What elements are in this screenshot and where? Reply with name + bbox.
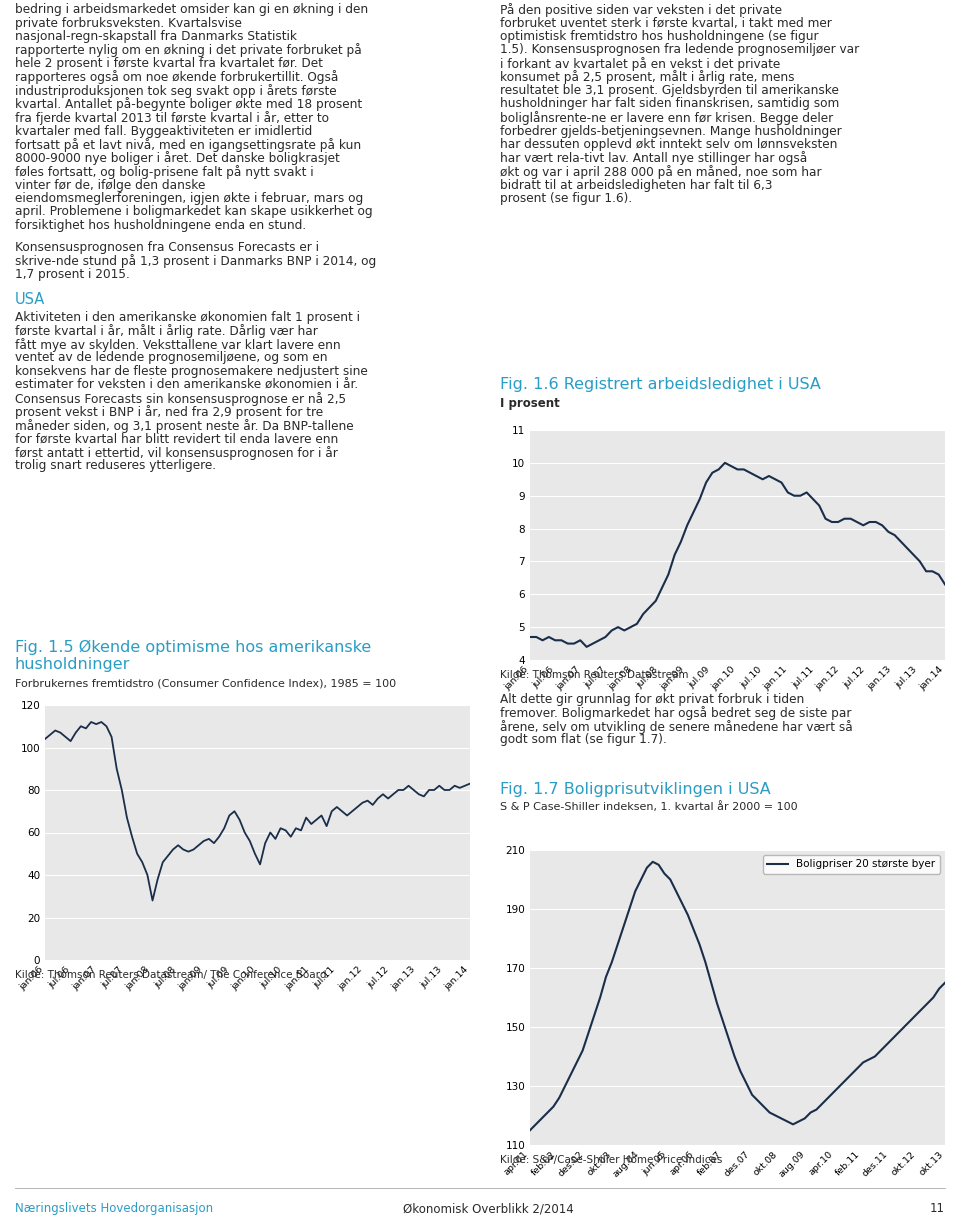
Text: trolig snart reduseres ytterligere.: trolig snart reduseres ytterligere. [15,460,216,472]
Text: industriproduksjonen tok seg svakt opp i årets første: industriproduksjonen tok seg svakt opp i… [15,84,337,98]
Text: bedring i arbeidsmarkedet omsider kan gi en økning i den: bedring i arbeidsmarkedet omsider kan gi… [15,2,368,16]
Text: prosent (se figur 1.6).: prosent (se figur 1.6). [500,192,632,205]
Text: USA: USA [15,292,45,307]
Text: ventet av de ledende prognosemiljøene, og som en: ventet av de ledende prognosemiljøene, o… [15,351,327,364]
Text: skrive-nde stund på 1,3 prosent i Danmarks BNP i 2014, og: skrive-nde stund på 1,3 prosent i Danmar… [15,254,376,268]
Text: nasjonal-regn-skapstall fra Danmarks Statistik: nasjonal-regn-skapstall fra Danmarks Sta… [15,31,297,43]
Text: Fig. 1.7 Boligprisutviklingen i USA: Fig. 1.7 Boligprisutviklingen i USA [500,781,771,797]
Text: først antatt i ettertid, vil konsensusprognosen for i år: først antatt i ettertid, vil konsensuspr… [15,446,338,460]
Text: Konsensusprognosen fra Consensus Forecasts er i: Konsensusprognosen fra Consensus Forecas… [15,241,319,253]
Text: kvartal. Antallet på-begynte boliger økte med 18 prosent: kvartal. Antallet på-begynte boliger økt… [15,98,362,111]
Text: har vært rela-tivt lav. Antall nye stillinger har også: har vært rela-tivt lav. Antall nye still… [500,152,807,165]
Text: fra fjerde kvartal 2013 til første kvartal i år, etter to: fra fjerde kvartal 2013 til første kvart… [15,111,329,125]
Text: april. Problemene i boligmarkedet kan skape usikkerhet og: april. Problemene i boligmarkedet kan sk… [15,205,372,219]
Boligpriser 20 største byer [764,1106,776,1120]
Text: har dessuten opplevd økt inntekt selv om lønnsveksten: har dessuten opplevd økt inntekt selv om… [500,138,837,150]
Boligpriser 20 største byer [583,1026,594,1041]
Text: 8000-9000 nye boliger i året. Det danske boligkrasjet: 8000-9000 nye boliger i året. Det danske… [15,152,340,165]
Text: 1,7 prosent i 2015.: 1,7 prosent i 2015. [15,268,130,280]
Text: forsiktighet hos husholdningene enda en stund.: forsiktighet hos husholdningene enda en … [15,219,306,232]
Text: Fig. 1.5 Økende optimisme hos amerikanske: Fig. 1.5 Økende optimisme hos amerikansk… [15,640,372,656]
Text: 1.5). Konsensusprognosen fra ledende prognosemiljøer var: 1.5). Konsensusprognosen fra ledende pro… [500,44,859,56]
Boligpriser 20 største byer [524,1123,536,1137]
Text: Næringslivets Hovedorganisasjon: Næringslivets Hovedorganisasjon [15,1202,213,1216]
Text: årene, selv om utvikling de senere månedene har vært så: årene, selv om utvikling de senere måned… [500,720,852,734]
Text: rapporterte nylig om en økning i det private forbruket på: rapporterte nylig om en økning i det pri… [15,44,362,57]
Text: føles fortsatt, og bolig-prisene falt på nytt svakt i: føles fortsatt, og bolig-prisene falt på… [15,165,314,179]
Text: eiendomsmeglerforeningen, igjen økte i februar, mars og: eiendomsmeglerforeningen, igjen økte i f… [15,192,363,205]
Text: Kilde: Thomson Reuters Datastream: Kilde: Thomson Reuters Datastream [500,670,688,680]
Boligpriser 20 største byer [624,901,636,916]
Text: I prosent: I prosent [500,397,560,410]
Text: På den positive siden var veksten i det private: På den positive siden var veksten i det … [500,2,782,17]
Text: husholdninger: husholdninger [15,657,131,671]
Text: resultatet ble 3,1 prosent. Gjeldsbyrden til amerikanske: resultatet ble 3,1 prosent. Gjeldsbyrden… [500,84,839,97]
Text: Consensus Forecasts sin konsensusprognose er nå 2,5: Consensus Forecasts sin konsensusprognos… [15,391,347,406]
Text: forbruket uventet sterk i første kvartal, i takt med mer: forbruket uventet sterk i første kvartal… [500,16,831,29]
Text: forbedrer gjelds-betjeningsevnen. Mange husholdninger: forbedrer gjelds-betjeningsevnen. Mange … [500,125,842,137]
Text: kvartaler med fall. Byggeaktiviteten er imidlertid: kvartaler med fall. Byggeaktiviteten er … [15,125,312,137]
Text: prosent vekst i BNP i år, ned fra 2,9 prosent for tre: prosent vekst i BNP i år, ned fra 2,9 pr… [15,405,324,419]
Boligpriser 20 største byer [810,1102,822,1117]
Text: optimistisk fremtidstro hos husholdningene (se figur: optimistisk fremtidstro hos husholdninge… [500,31,819,43]
Text: Kilde: S&P/Case-Shiller Home Price Indices: Kilde: S&P/Case-Shiller Home Price Indic… [500,1155,722,1166]
Boligpriser 20 største byer [670,884,682,899]
Boligpriser 20 største byer [647,855,659,870]
Text: økt og var i april 288 000 på en måned, noe som har: økt og var i april 288 000 på en måned, … [500,165,822,179]
Legend: Boligpriser 20 største byer: Boligpriser 20 største byer [763,855,940,873]
Boligpriser 20 største byer [793,1114,804,1129]
Text: 11: 11 [930,1202,945,1216]
Text: rapporteres også om noe økende forbrukertillit. Også: rapporteres også om noe økende forbruker… [15,71,338,84]
Text: Forbrukernes fremtidstro (Consumer Confidence Index), 1985 = 100: Forbrukernes fremtidstro (Consumer Confi… [15,678,396,689]
Text: S & P Case-Shiller indeksen, 1. kvartal år 2000 = 100: S & P Case-Shiller indeksen, 1. kvartal … [500,801,798,812]
Text: boliglånsrente-ne er lavere enn før krisen. Begge deler: boliglånsrente-ne er lavere enn før kris… [500,111,833,125]
Line: Boligpriser 20 største byer: Boligpriser 20 største byer [530,862,945,1130]
Text: godt som flat (se figur 1.7).: godt som flat (se figur 1.7). [500,734,667,746]
Text: konsumet på 2,5 prosent, målt i årlig rate, mens: konsumet på 2,5 prosent, målt i årlig ra… [500,71,795,84]
Text: Fig. 1.6 Registrert arbeidsledighet i USA: Fig. 1.6 Registrert arbeidsledighet i US… [500,377,821,393]
Text: Alt dette gir grunnlag for økt privat forbruk i tiden: Alt dette gir grunnlag for økt privat fo… [500,693,804,706]
Text: hele 2 prosent i første kvartal fra kvartalet før. Det: hele 2 prosent i første kvartal fra kvar… [15,57,323,70]
Text: estimater for veksten i den amerikanske økonomien i år.: estimater for veksten i den amerikanske … [15,378,358,391]
Text: for første kvartal har blitt revidert til enda lavere enn: for første kvartal har blitt revidert ti… [15,432,338,445]
Text: private forbruksveksten. Kvartalsvise: private forbruksveksten. Kvartalsvise [15,16,242,29]
Text: vinter før de, ifølge den danske: vinter før de, ifølge den danske [15,179,205,192]
Text: Aktiviteten i den amerikanske økonomien falt 1 prosent i: Aktiviteten i den amerikanske økonomien … [15,311,360,324]
Text: Økonomisk Overblikk 2/2014: Økonomisk Overblikk 2/2014 [403,1202,574,1216]
Text: Kilde: Thomson Reuters Datastream/ The Conference Board: Kilde: Thomson Reuters Datastream/ The C… [15,970,326,980]
Text: fått mye av skylden. Veksttallene var klart lavere enn: fått mye av skylden. Veksttallene var kl… [15,338,341,352]
Text: fremover. Boligmarkedet har også bedret seg de siste par: fremover. Boligmarkedet har også bedret … [500,707,852,720]
Text: måneder siden, og 3,1 prosent neste år. Da BNP-tallene: måneder siden, og 3,1 prosent neste år. … [15,418,353,433]
Text: første kvartal i år, målt i årlig rate. Dårlig vær har: første kvartal i år, målt i årlig rate. … [15,324,318,339]
Text: bidratt til at arbeidsledigheten har falt til 6,3: bidratt til at arbeidsledigheten har fal… [500,179,773,192]
Text: i forkant av kvartalet på en vekst i det private: i forkant av kvartalet på en vekst i det… [500,57,780,71]
Text: konsekvens har de fleste prognosemakere nedjustert sine: konsekvens har de fleste prognosemakere … [15,364,368,378]
Text: husholdninger har falt siden finanskrisen, samtidig som: husholdninger har falt siden finanskrise… [500,98,839,110]
Boligpriser 20 største byer [939,976,950,991]
Text: fortsatt på et lavt nivå, med en igangsettingsrate på kun: fortsatt på et lavt nivå, med en igangse… [15,138,361,152]
